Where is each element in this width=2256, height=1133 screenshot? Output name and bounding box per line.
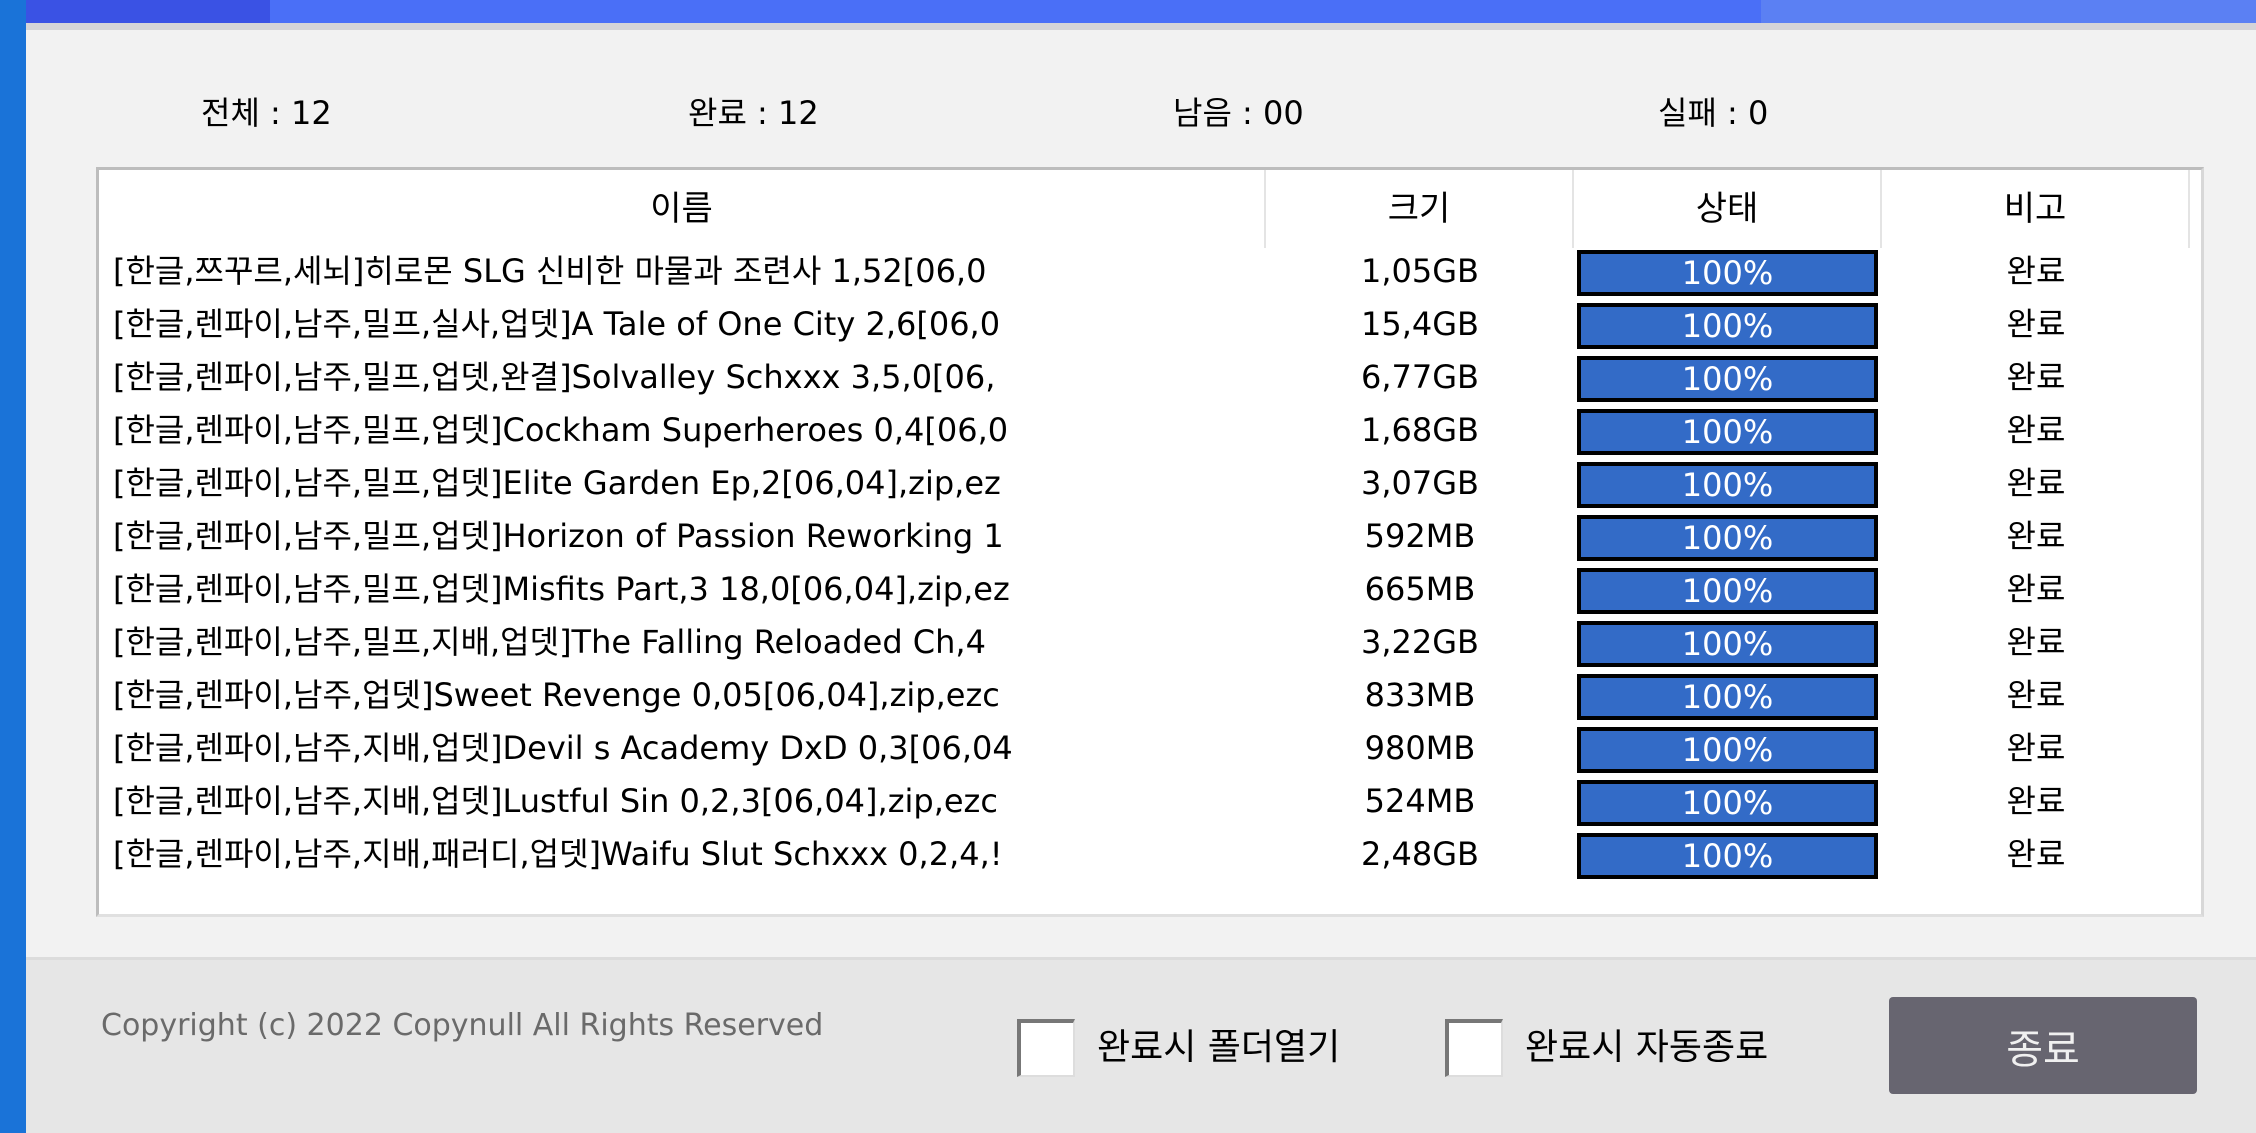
list-row[interactable]: [한글,렌파이,남주,밀프,지배,업뎃]The Falling Reloaded… [99,616,2199,669]
file-size: 3,22GB [1361,623,1479,661]
auto-exit-label[interactable]: 완료시 자동종료 [1525,1027,1769,1068]
progress-bar: 100% [1577,409,1878,455]
file-name: [한글,렌파이,남주,지배,패러디,업뎃]Waifu Slut Schxxx 0… [113,835,1003,873]
stat-complete: 완료 : 12 [688,94,819,132]
file-size: 6,77GB [1361,358,1479,396]
note-text: 완료 [2006,411,2066,449]
file-name: [한글,렌파이,남주,밀프,업뎃]Elite Garden Ep,2[06,04… [113,464,1001,502]
file-name: [한글,렌파이,남주,지배,업뎃]Devil s Academy DxD 0,3… [113,729,1013,767]
list-row[interactable]: [한글,렌파이,남주,밀프,실사,업뎃]A Tale of One City 2… [99,298,2199,351]
list-row[interactable]: [한글,렌파이,남주,밀프,업뎃]Horizon of Passion Rewo… [99,510,2199,563]
file-name: [한글,렌파이,남주,업뎃]Sweet Revenge 0,05[06,04],… [113,676,1000,714]
stat-total: 전체 : 12 [201,94,332,132]
file-size: 2,48GB [1361,835,1479,873]
footer-panel [26,957,2256,1133]
progress-bar: 100% [1577,621,1878,667]
note-text: 완료 [2006,676,2066,714]
note-text: 완료 [2006,835,2066,873]
quit-button[interactable]: 종료 [1889,997,2197,1094]
list-row[interactable]: [한글,쯔꾸르,세뇌]히로몬 SLG 신비한 마물과 조련사 1,52[06,0… [99,245,2199,298]
stat-failed: 실패 : 0 [1658,94,1769,132]
progress-bar: 100% [1577,727,1878,773]
list-row[interactable]: [한글,렌파이,남주,밀프,업뎃]Cockham Superheroes 0,4… [99,404,2199,457]
column-header-status[interactable]: 상태 [1574,170,1882,248]
file-name: [한글,렌파이,남주,밀프,업뎃,완결]Solvalley Schxxx 3,5… [113,358,996,396]
file-name: [한글,렌파이,남주,지배,업뎃]Lustful Sin 0,2,3[06,04… [113,782,998,820]
open-folder-label[interactable]: 완료시 폴더열기 [1097,1027,1341,1068]
progress-bar: 100% [1577,674,1878,720]
progress-bar: 100% [1577,303,1878,349]
file-size: 15,4GB [1361,305,1479,343]
file-size: 1,68GB [1361,411,1479,449]
note-text: 완료 [2006,358,2066,396]
list-row[interactable]: [한글,렌파이,남주,밀프,업뎃,완결]Solvalley Schxxx 3,5… [99,351,2199,404]
column-header-note[interactable]: 비고 [1882,170,2190,248]
title-bar-segment [26,0,270,23]
stat-remaining: 남음 : 00 [1173,94,1304,132]
list-row[interactable]: [한글,렌파이,남주,업뎃]Sweet Revenge 0,05[06,04],… [99,669,2199,722]
note-text: 완료 [2006,570,2066,608]
list-row[interactable]: [한글,렌파이,남주,지배,패러디,업뎃]Waifu Slut Schxxx 0… [99,828,2199,881]
column-header-size[interactable]: 크기 [1266,170,1574,248]
title-bar-segment [1761,0,2256,23]
file-size: 980MB [1364,729,1476,767]
progress-bar: 100% [1577,515,1878,561]
file-size: 524MB [1364,782,1476,820]
file-name: [한글,렌파이,남주,밀프,업뎃]Misfits Part,3 18,0[06,… [113,570,1010,608]
file-name: [한글,렌파이,남주,밀프,지배,업뎃]The Falling Reloaded… [113,623,986,661]
divider [26,23,2256,30]
note-text: 완료 [2006,252,2066,290]
file-name: [한글,렌파이,남주,밀프,업뎃]Cockham Superheroes 0,4… [113,411,1009,449]
progress-bar: 100% [1577,250,1878,296]
note-text: 완료 [2006,782,2066,820]
file-name: [한글,렌파이,남주,밀프,실사,업뎃]A Tale of One City 2… [113,305,1001,343]
progress-bar: 100% [1577,356,1878,402]
copyright-text: Copyright (c) 2022 Copynull All Rights R… [101,1008,824,1043]
progress-bar: 100% [1577,568,1878,614]
note-text: 완료 [2006,729,2066,767]
note-text: 완료 [2006,464,2066,502]
list-row[interactable]: [한글,렌파이,남주,지배,업뎃]Devil s Academy DxD 0,3… [99,722,2199,775]
progress-bar: 100% [1577,780,1878,826]
file-name: [한글,쯔꾸르,세뇌]히로몬 SLG 신비한 마물과 조련사 1,52[06,0 [113,252,987,290]
open-folder-checkbox[interactable] [1017,1019,1075,1077]
file-size: 592MB [1364,517,1476,555]
column-header-name[interactable]: 이름 [99,170,1266,248]
auto-exit-checkbox[interactable] [1445,1019,1503,1077]
file-size: 1,05GB [1361,252,1479,290]
file-size: 665MB [1364,570,1476,608]
file-size: 833MB [1364,676,1476,714]
file-name: [한글,렌파이,남주,밀프,업뎃]Horizon of Passion Rewo… [113,517,1004,555]
desktop-edge [0,0,26,1133]
file-size: 3,07GB [1361,464,1479,502]
progress-bar: 100% [1577,462,1878,508]
list-row[interactable]: [한글,렌파이,남주,밀프,업뎃]Misfits Part,3 18,0[06,… [99,563,2199,616]
list-row[interactable]: [한글,렌파이,남주,밀프,업뎃]Elite Garden Ep,2[06,04… [99,457,2199,510]
list-row[interactable]: [한글,렌파이,남주,지배,업뎃]Lustful Sin 0,2,3[06,04… [99,775,2199,828]
progress-bar: 100% [1577,833,1878,879]
note-text: 완료 [2006,623,2066,661]
note-text: 완료 [2006,305,2066,343]
title-bar[interactable] [26,0,2256,23]
note-text: 완료 [2006,517,2066,555]
download-list[interactable]: 이름 크기 상태 비고 [한글,쯔꾸르,세뇌]히로몬 SLG 신비한 마물과 조… [96,167,2204,917]
